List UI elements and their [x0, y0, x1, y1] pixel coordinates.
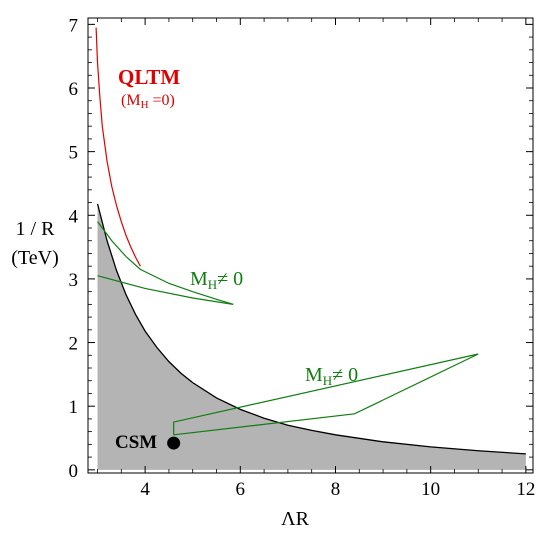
- mh-upper-h: H: [208, 277, 217, 292]
- y-tick-label-6: 6: [69, 79, 79, 100]
- y-axis-label: 1 / R (TeV): [0, 215, 70, 273]
- mh-lower-rest: ≠ 0: [332, 364, 358, 386]
- y-tick-label-2: 2: [69, 334, 79, 355]
- excluded-region: [97, 203, 526, 470]
- qltm-sub-close: =0): [149, 92, 175, 109]
- x-tick-label-10: 10: [421, 479, 440, 500]
- series-line-green-4: [173, 353, 479, 436]
- series-line-black-0: [96, 203, 526, 455]
- x-tick-label-6: 6: [236, 479, 246, 500]
- csm-label: CSM: [115, 432, 157, 453]
- y-tick-label-1: 1: [69, 397, 79, 418]
- y-tick-label-5: 5: [69, 143, 79, 164]
- series-line-red-1: [95, 27, 141, 267]
- qltm-sublabel: (MH =0): [121, 92, 175, 111]
- mh-lower-m: M: [305, 364, 323, 386]
- x-tick-label-8: 8: [331, 479, 341, 500]
- plot-frame: [87, 17, 534, 474]
- y-tick-label-3: 3: [69, 270, 79, 291]
- mh-upper-m: M: [190, 268, 208, 290]
- qltm-sub-h: H: [141, 99, 149, 111]
- point-marker-0: [167, 436, 181, 450]
- qltm-label: QLTM: [118, 65, 180, 89]
- y-tick-label-4: 4: [69, 206, 79, 227]
- series-line-green-3: [97, 275, 234, 305]
- y-axis-label-line2: (TeV): [11, 247, 59, 269]
- y-axis-label-line1: 1 / R: [15, 218, 55, 240]
- x-axis-label: ΛR: [281, 508, 309, 530]
- mh-lower-label: MH≠ 0: [305, 364, 358, 388]
- mh-upper-rest: ≠ 0: [217, 268, 243, 290]
- series-line-green-2: [97, 221, 234, 305]
- qltm-sub-open: (M: [121, 92, 141, 109]
- y-tick-label-0: 0: [69, 461, 79, 482]
- plot-layer: [95, 27, 526, 470]
- x-tick-label-12: 12: [516, 479, 535, 500]
- mh-lower-h: H: [323, 373, 332, 388]
- y-tick-label-7: 7: [69, 15, 79, 36]
- mh-upper-label: MH≠ 0: [190, 268, 243, 292]
- x-tick-label-4: 4: [140, 479, 150, 500]
